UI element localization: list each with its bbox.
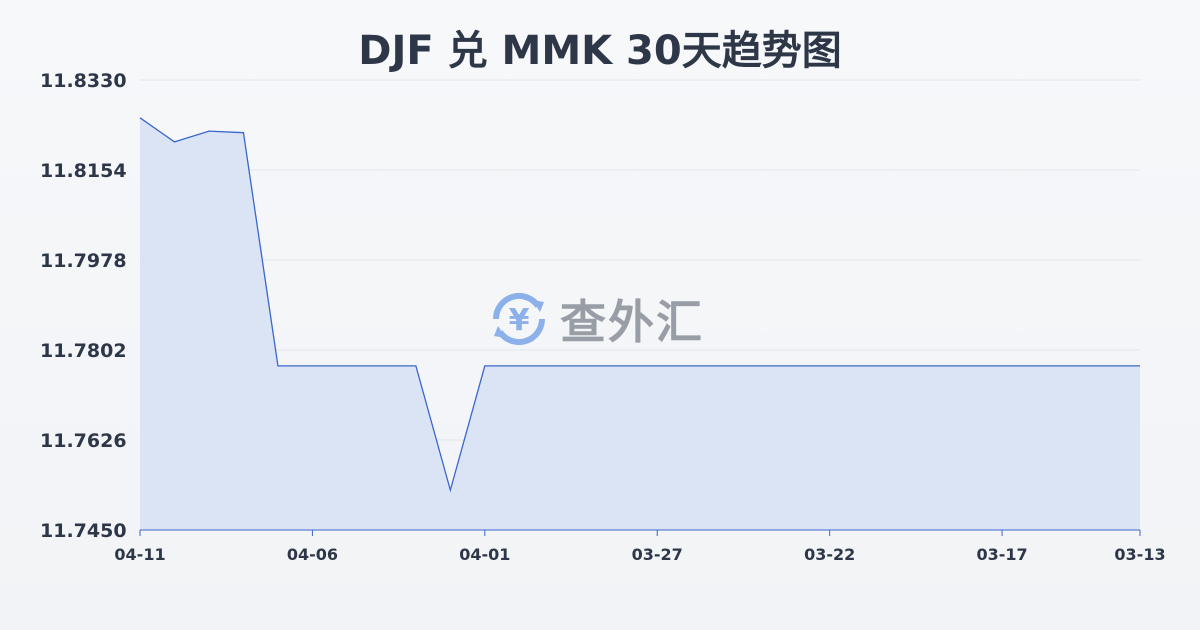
x-tick-label: 04-01 <box>459 545 510 564</box>
x-tick-label: 03-13 <box>1114 545 1165 564</box>
watermark: ¥ 查外汇 <box>488 286 704 352</box>
watermark-text: 查外汇 <box>560 295 704 349</box>
area-fill <box>140 117 1140 530</box>
x-tick-label: 03-22 <box>804 545 855 564</box>
y-tick-label: 11.8154 <box>40 160 127 182</box>
y-tick-label: 11.7626 <box>40 430 127 452</box>
y-tick-label: 11.7978 <box>40 250 127 272</box>
chart-title: DJF 兑 MMK 30天趋势图 <box>358 28 842 74</box>
y-tick-label: 11.8330 <box>40 70 127 92</box>
svg-text:¥: ¥ <box>509 303 530 338</box>
series-line <box>139 117 1140 493</box>
y-tick-label: 11.7802 <box>40 340 127 362</box>
x-tick-label: 03-27 <box>632 545 683 564</box>
y-tick-label: 11.7450 <box>40 520 127 542</box>
x-tick-label: 04-11 <box>114 545 165 564</box>
x-tick-label: 03-17 <box>976 545 1027 564</box>
x-tick-label: 04-06 <box>287 545 338 564</box>
yen-exchange-icon: ¥ <box>492 292 546 346</box>
